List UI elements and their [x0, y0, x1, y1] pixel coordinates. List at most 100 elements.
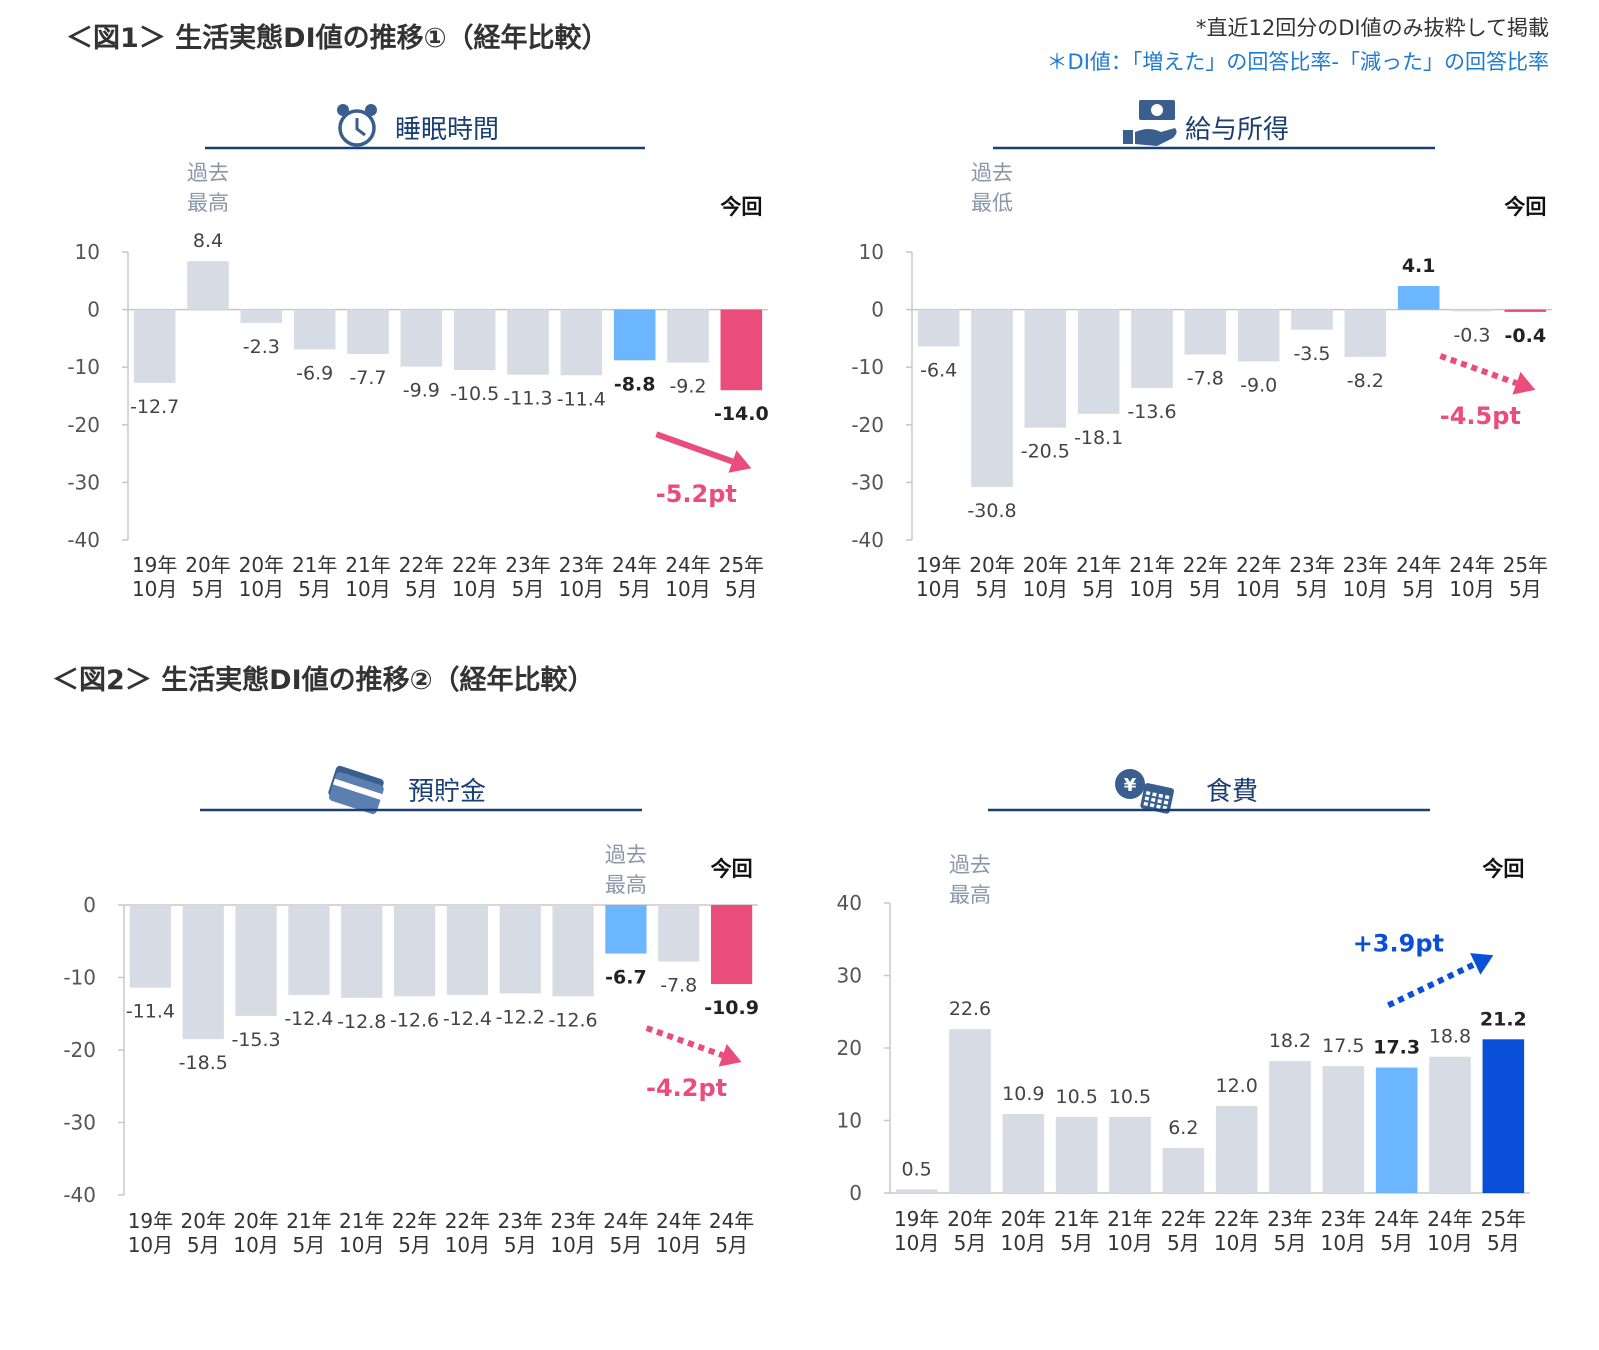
- x-tick-label-year: 20年: [185, 553, 230, 577]
- bar: [552, 905, 594, 997]
- x-tick-label-year: 24年: [1427, 1207, 1472, 1231]
- bank-card-icon-stripe: [332, 778, 383, 800]
- bar: [393, 905, 436, 997]
- bar: [182, 905, 224, 1040]
- x-tick-label-month: 10月: [1236, 577, 1281, 601]
- x-tick-label-year: 21年: [1054, 1207, 1099, 1231]
- x-tick-label-month: 5月: [954, 1231, 987, 1255]
- current-label: 今回: [1504, 195, 1546, 219]
- y-tick-label: -10: [851, 355, 884, 379]
- x-tick-label-month: 10月: [1449, 577, 1494, 601]
- data-label: -18.1: [1074, 427, 1123, 449]
- change-value: -4.5pt: [1440, 402, 1521, 430]
- y-tick-label: -20: [63, 1038, 96, 1062]
- x-tick-label-year: 24年: [1449, 553, 1494, 577]
- x-tick-label-month: 5月: [1509, 577, 1542, 601]
- data-label: -10.9: [704, 997, 759, 1019]
- x-tick-label-month: 10月: [339, 1233, 384, 1257]
- bar: [1077, 309, 1120, 414]
- record-annotation: 過去: [605, 843, 647, 867]
- change-value: -5.2pt: [656, 480, 737, 508]
- x-tick-label-month: 5月: [1082, 577, 1115, 601]
- bar: [293, 309, 336, 350]
- x-tick-label-year: 24年: [656, 1209, 701, 1233]
- change-arrow-head: [1512, 371, 1536, 395]
- bar: [1429, 1056, 1471, 1193]
- x-tick-label-year: 20年: [947, 1207, 992, 1231]
- salary-hand-icon-hand: [1135, 128, 1177, 146]
- x-tick-label-month: 10月: [233, 1233, 278, 1257]
- bar: [1451, 309, 1493, 312]
- x-tick-label-month: 5月: [618, 577, 651, 601]
- x-tick-label-month: 10月: [452, 577, 497, 601]
- bar: [133, 309, 176, 383]
- x-tick-label-year: 23年: [498, 1209, 543, 1233]
- x-tick-label-year: 19年: [132, 553, 177, 577]
- y-tick-label: -40: [63, 1183, 96, 1207]
- x-tick-label-month: 10月: [894, 1231, 939, 1255]
- y-tick-label: -30: [67, 470, 100, 494]
- chart-savings: 預貯金 0 -10 -20 -30 -40 -11.4 19年 10月 -18.5 20年 5月 -15…: [0, 740, 790, 1280]
- bar: [1237, 309, 1280, 362]
- x-tick-label-month: 10月: [132, 577, 177, 601]
- data-label: -18.5: [179, 1052, 228, 1074]
- yen-calculator-icon-key: [1158, 793, 1164, 798]
- chart-title-group: 睡眠時間: [205, 104, 645, 150]
- x-tick-label-month: 5月: [1060, 1231, 1093, 1255]
- data-label: 10.5: [1056, 1086, 1098, 1108]
- record-annotation: 過去: [187, 161, 229, 185]
- data-label: 4.1: [1402, 255, 1436, 277]
- x-tick-label-year: 25年: [719, 553, 764, 577]
- data-label: -12.4: [284, 1008, 333, 1030]
- data-label: -12.8: [337, 1011, 386, 1033]
- x-tick-label-month: 10月: [1343, 577, 1388, 601]
- data-label: -9.2: [669, 376, 706, 398]
- x-tick-label-month: 5月: [1296, 577, 1329, 601]
- alarm-clock-icon-face: [338, 109, 376, 147]
- bar: [971, 309, 1013, 488]
- chart-food-expenses-svg: ¥ 食費4030201000.519年10月22.620年5月10.920年10月…: [837, 769, 1530, 1255]
- bar: [347, 309, 389, 354]
- data-label: -12.7: [130, 396, 179, 418]
- change-arrow-head: [1470, 953, 1494, 975]
- record-annotation: 過去: [949, 853, 991, 877]
- bar: [658, 905, 700, 962]
- x-tick-label-month: 5月: [976, 577, 1009, 601]
- bar: [400, 309, 443, 367]
- record-annotation: 最低: [971, 191, 1013, 215]
- bar: [613, 309, 656, 361]
- x-tick-label-month: 10月: [1321, 1231, 1366, 1255]
- yen-calculator-icon-key: [1149, 803, 1155, 808]
- x-tick-label-month: 5月: [192, 577, 225, 601]
- x-tick-label-month: 10月: [345, 577, 390, 601]
- x-tick-label-month: 10月: [445, 1233, 490, 1257]
- x-tick-label-month: 5月: [725, 577, 758, 601]
- data-label: -3.5: [1293, 343, 1330, 365]
- bar: [453, 309, 496, 371]
- chart-title: 預貯金: [408, 777, 486, 807]
- bar: [288, 905, 330, 995]
- salary-hand-icon-cuff: [1123, 130, 1133, 144]
- bar: [129, 905, 172, 988]
- bar: [1055, 1116, 1098, 1193]
- x-tick-label-year: 21年: [1107, 1207, 1152, 1231]
- x-tick-label-year: 23年: [1343, 553, 1388, 577]
- data-label: -2.3: [243, 336, 280, 358]
- x-tick-label-month: 5月: [405, 577, 438, 601]
- data-label: -10.5: [450, 383, 499, 405]
- x-tick-label-year: 22年: [1214, 1207, 1259, 1231]
- yen-calculator-icon: ¥: [1115, 769, 1174, 814]
- x-tick-label-year: 24年: [612, 553, 657, 577]
- bar: [1024, 309, 1067, 428]
- y-tick-label: -40: [67, 528, 100, 552]
- chart-savings-svg: 預貯金0-10-20-30-40-11.419年10月-18.520年5月-15…: [63, 765, 759, 1257]
- data-label: 17.3: [1373, 1037, 1420, 1059]
- x-tick-label-month: 5月: [1274, 1231, 1307, 1255]
- y-tick-label: 40: [837, 891, 862, 915]
- bar: [1109, 1116, 1151, 1193]
- x-tick-label-year: 21年: [292, 553, 337, 577]
- bar: [1269, 1061, 1311, 1193]
- data-label: -8.8: [614, 373, 656, 395]
- data-label: -15.3: [231, 1029, 280, 1051]
- x-tick-label-month: 10月: [550, 1233, 595, 1257]
